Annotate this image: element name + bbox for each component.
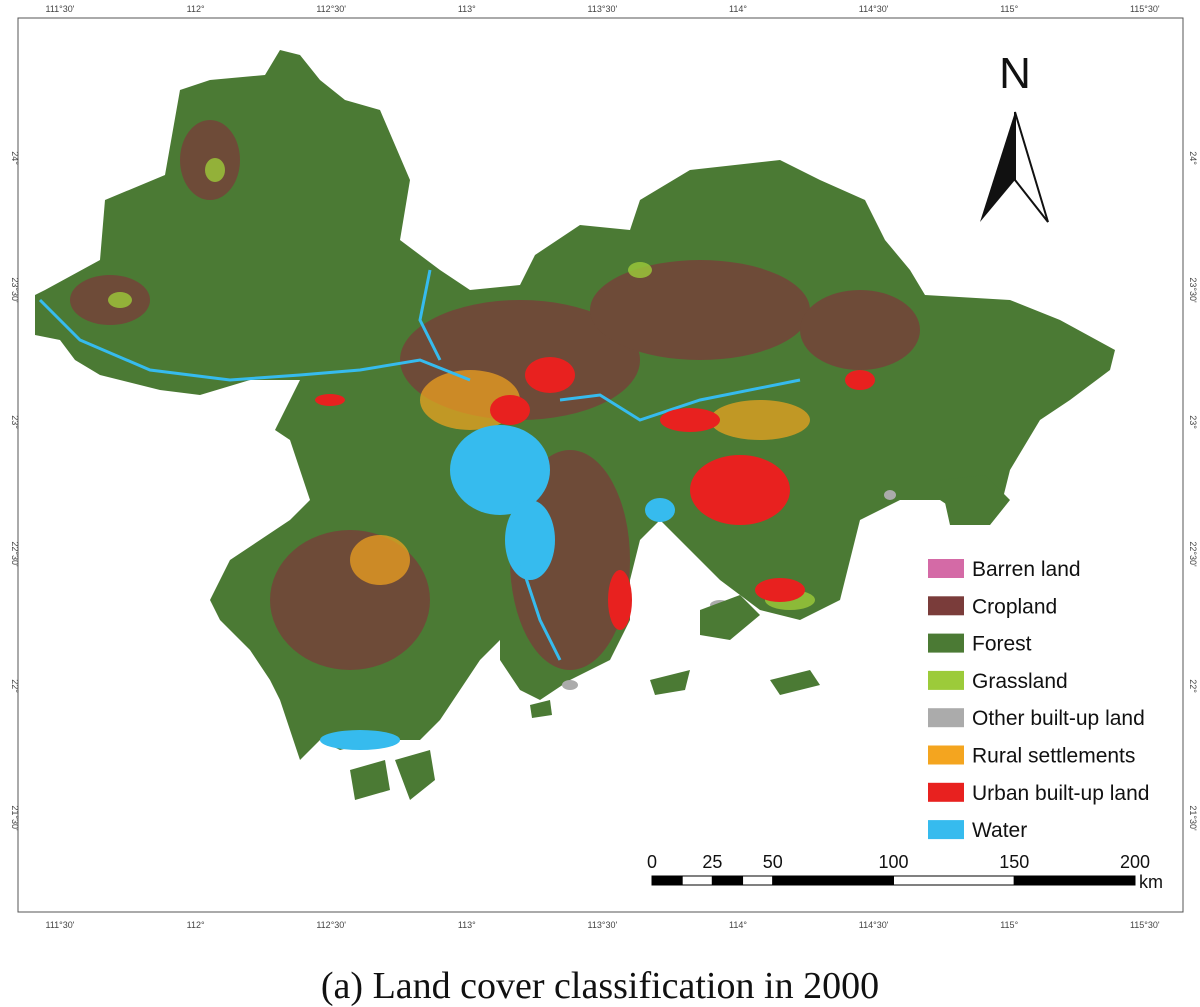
legend-swatch <box>928 745 964 765</box>
scale-unit: km <box>1139 872 1163 892</box>
legend-label: Urban built-up land <box>972 782 1149 805</box>
left-latitude: 23°30' <box>10 277 20 303</box>
top-longitude: 113°30' <box>588 4 618 14</box>
bottom-longitude: 113° <box>458 920 476 930</box>
left-latitude: 22°30' <box>10 541 20 567</box>
right-latitude: 23°30' <box>1188 277 1198 303</box>
legend-swatch <box>928 670 964 690</box>
top-longitude: 111°30' <box>45 4 74 14</box>
top-longitude: 114° <box>729 4 747 14</box>
legend-label: Water <box>972 819 1027 842</box>
bottom-longitude: 114°30' <box>859 920 889 930</box>
caption: (a) Land cover classification in 2000 <box>321 965 879 1007</box>
left-latitude: 23° <box>10 415 20 429</box>
bottom-longitude: 113°30' <box>588 920 618 930</box>
north-arrow: N <box>980 49 1049 223</box>
scale-tick-label: 200 <box>1120 852 1150 872</box>
top-longitude: 112° <box>187 4 205 14</box>
water-bodies <box>320 425 675 750</box>
right-latitude: 22°30' <box>1188 541 1198 567</box>
left-latitude: 24° <box>10 151 20 165</box>
urban-patches <box>315 357 875 630</box>
bottom-longitude: 114° <box>729 920 747 930</box>
right-latitude: 24° <box>1188 151 1198 165</box>
bottom-longitude: 112° <box>187 920 205 930</box>
legend: Barren land Cropland Forest Grassland Other … <box>928 558 1149 842</box>
scale-segment <box>893 875 1015 886</box>
legend-swatch <box>928 633 964 653</box>
legend-swatch <box>928 782 964 802</box>
scale-tick-label: 0 <box>647 852 657 872</box>
legend-label: Barren land <box>972 558 1081 581</box>
legend-label: Other built-up land <box>972 707 1145 730</box>
north-label: N <box>999 49 1031 98</box>
left-latitude: 22° <box>10 679 20 693</box>
rivers <box>38 269 801 661</box>
scale-segment <box>1013 875 1136 886</box>
scale-tick-label: 100 <box>878 852 908 872</box>
bottom-longitude: 115° <box>1000 920 1018 930</box>
top-longitude: 115° <box>1000 4 1018 14</box>
right-latitude: 23° <box>1188 415 1198 429</box>
bottom-longitude: 115°30' <box>1130 920 1160 930</box>
legend-label: Cropland <box>972 595 1057 618</box>
scale-segment <box>711 875 744 886</box>
bottom-longitude: 111°30' <box>45 920 74 930</box>
bottom-longitude: 112°30' <box>316 920 346 930</box>
scale-segment <box>742 875 774 886</box>
top-longitude: 114°30' <box>859 4 889 14</box>
legend-swatch <box>928 820 964 840</box>
land-cover-map <box>35 50 1115 800</box>
scale-segment <box>651 875 683 886</box>
left-latitude: 21°30' <box>10 805 20 831</box>
right-latitude: 22° <box>1188 679 1198 693</box>
arrow-left <box>980 112 1015 222</box>
scale-segment <box>681 875 713 886</box>
legend-swatch <box>928 559 964 578</box>
legend-label: Forest <box>972 633 1032 656</box>
legend-swatch <box>928 596 964 616</box>
top-longitude: 115°30' <box>1130 4 1160 14</box>
legend-label: Grassland <box>972 670 1068 693</box>
islands <box>350 475 1010 800</box>
top-longitude: 112°30' <box>316 4 346 14</box>
arrow-right <box>1014 111 1049 223</box>
legend-swatch <box>928 708 964 728</box>
scale-tick-label: 50 <box>763 852 783 872</box>
scale-tick-label: 150 <box>999 852 1029 872</box>
graticule-labels: 111°30' 112° 112°30' 113° 113°30' 114° 114°30'… <box>10 4 1198 930</box>
scale-segment <box>772 875 894 886</box>
right-latitude: 21°30' <box>1188 805 1198 831</box>
legend-label: Rural settlements <box>972 745 1135 768</box>
scale-tick-label: 25 <box>702 852 722 872</box>
top-longitude: 113° <box>458 4 476 14</box>
